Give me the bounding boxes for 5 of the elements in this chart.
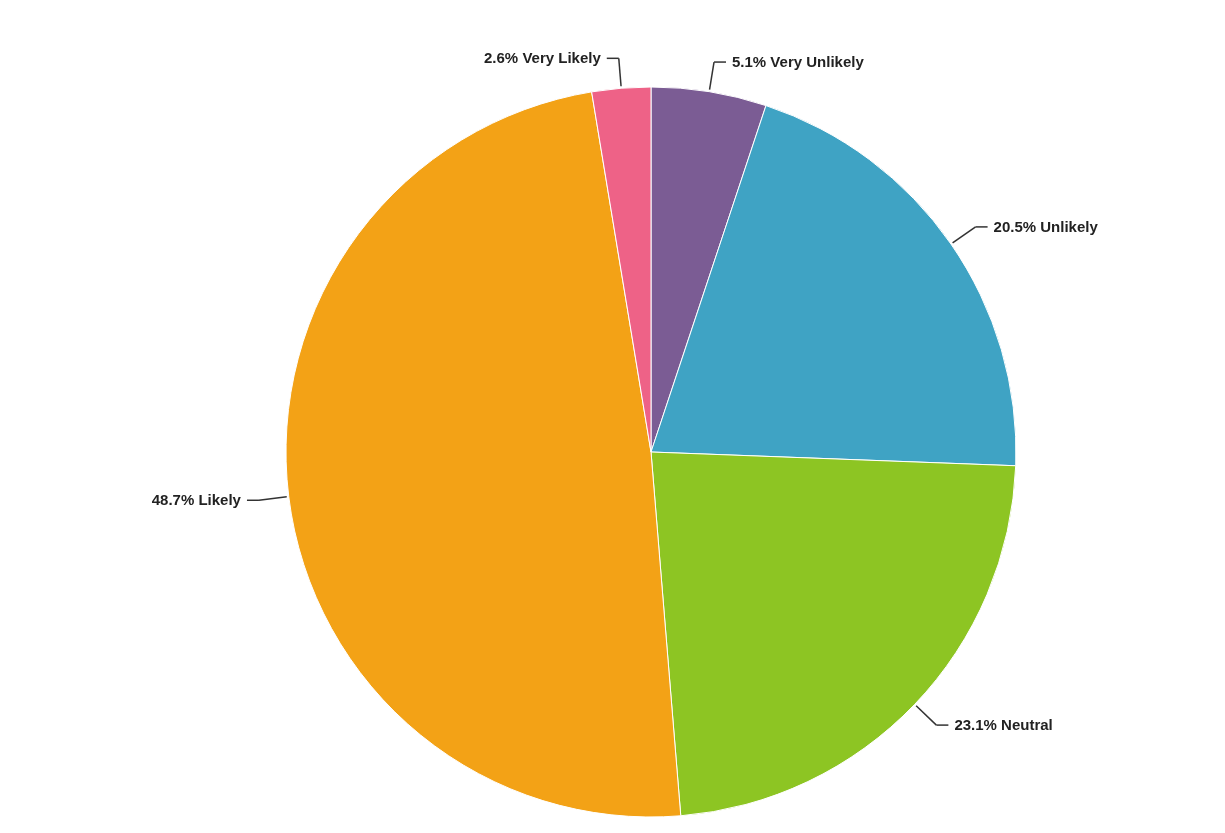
slice-label: 20.5% Unlikely xyxy=(993,217,1099,235)
slice-label: 5.1% Very Unlikely xyxy=(732,53,865,71)
slice-label: 48.7% Likely xyxy=(151,491,242,509)
slice-label: 23.1% Neutral xyxy=(954,716,1053,734)
slice-label: 2.6% Very Likely xyxy=(484,49,602,67)
